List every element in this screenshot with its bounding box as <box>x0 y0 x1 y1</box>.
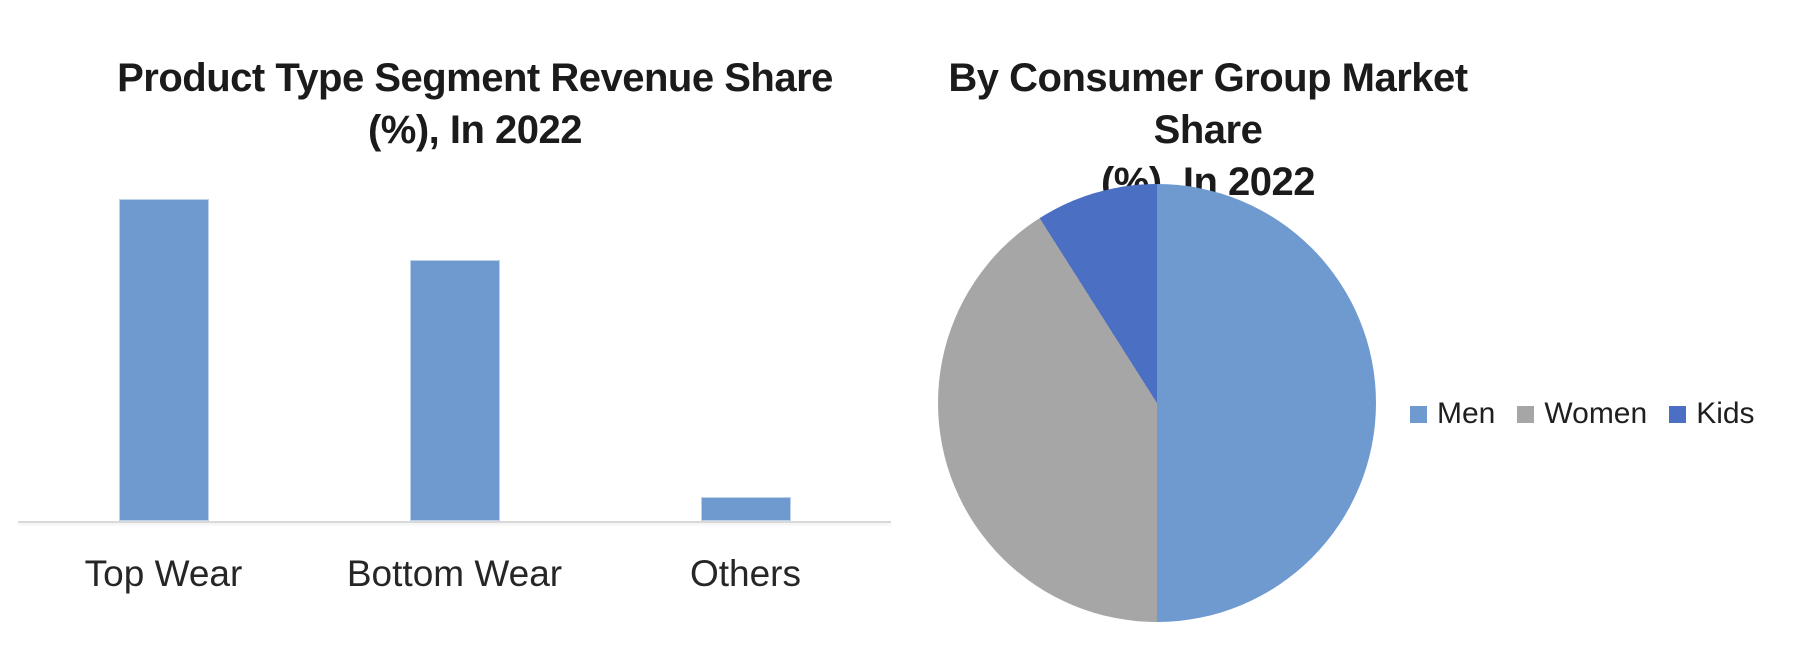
legend-item-women: Women <box>1517 397 1647 431</box>
legend-label-men: Men <box>1437 397 1496 430</box>
legend-swatch-kids <box>1669 405 1687 423</box>
category-label-bottom-wear: Bottom Wear <box>346 553 563 594</box>
category-label-others: Others <box>689 553 802 594</box>
pie-chart-title-line1: By Consumer Group Market Share <box>948 56 1468 152</box>
legend-item-men: Men <box>1410 397 1495 431</box>
bar-chart-title-line1: Product Type Segment Revenue Share <box>117 56 833 100</box>
pie-legend: Men Women Kids <box>1410 396 1755 432</box>
bar-slot-bottom-wear <box>309 150 600 521</box>
x-axis-line <box>18 521 891 523</box>
bar-chart-plot-area <box>18 150 891 521</box>
pie-chart-title: By Consumer Group Market Share (%), In 2… <box>908 52 1508 208</box>
legend-swatch-women <box>1517 405 1535 423</box>
legend-label-women: Women <box>1544 397 1648 430</box>
category-label-top-wear: Top Wear <box>84 553 243 594</box>
bar-chart-title-line2: (%), In 2022 <box>367 108 583 152</box>
legend-label-kids: Kids <box>1696 397 1755 430</box>
legend-item-kids: Kids <box>1669 397 1755 431</box>
bar-bottom-wear <box>409 259 500 521</box>
bar-chart-title: Product Type Segment Revenue Share (%), … <box>55 52 895 156</box>
pie-chart <box>938 184 1376 622</box>
bar-top-wear <box>118 198 209 521</box>
x-axis-labels: Top Wear Bottom Wear Others <box>18 551 891 597</box>
bar-others <box>700 496 791 521</box>
bar-slot-others <box>600 150 891 521</box>
bar-slot-top-wear <box>18 150 309 521</box>
legend-swatch-men <box>1410 405 1427 423</box>
